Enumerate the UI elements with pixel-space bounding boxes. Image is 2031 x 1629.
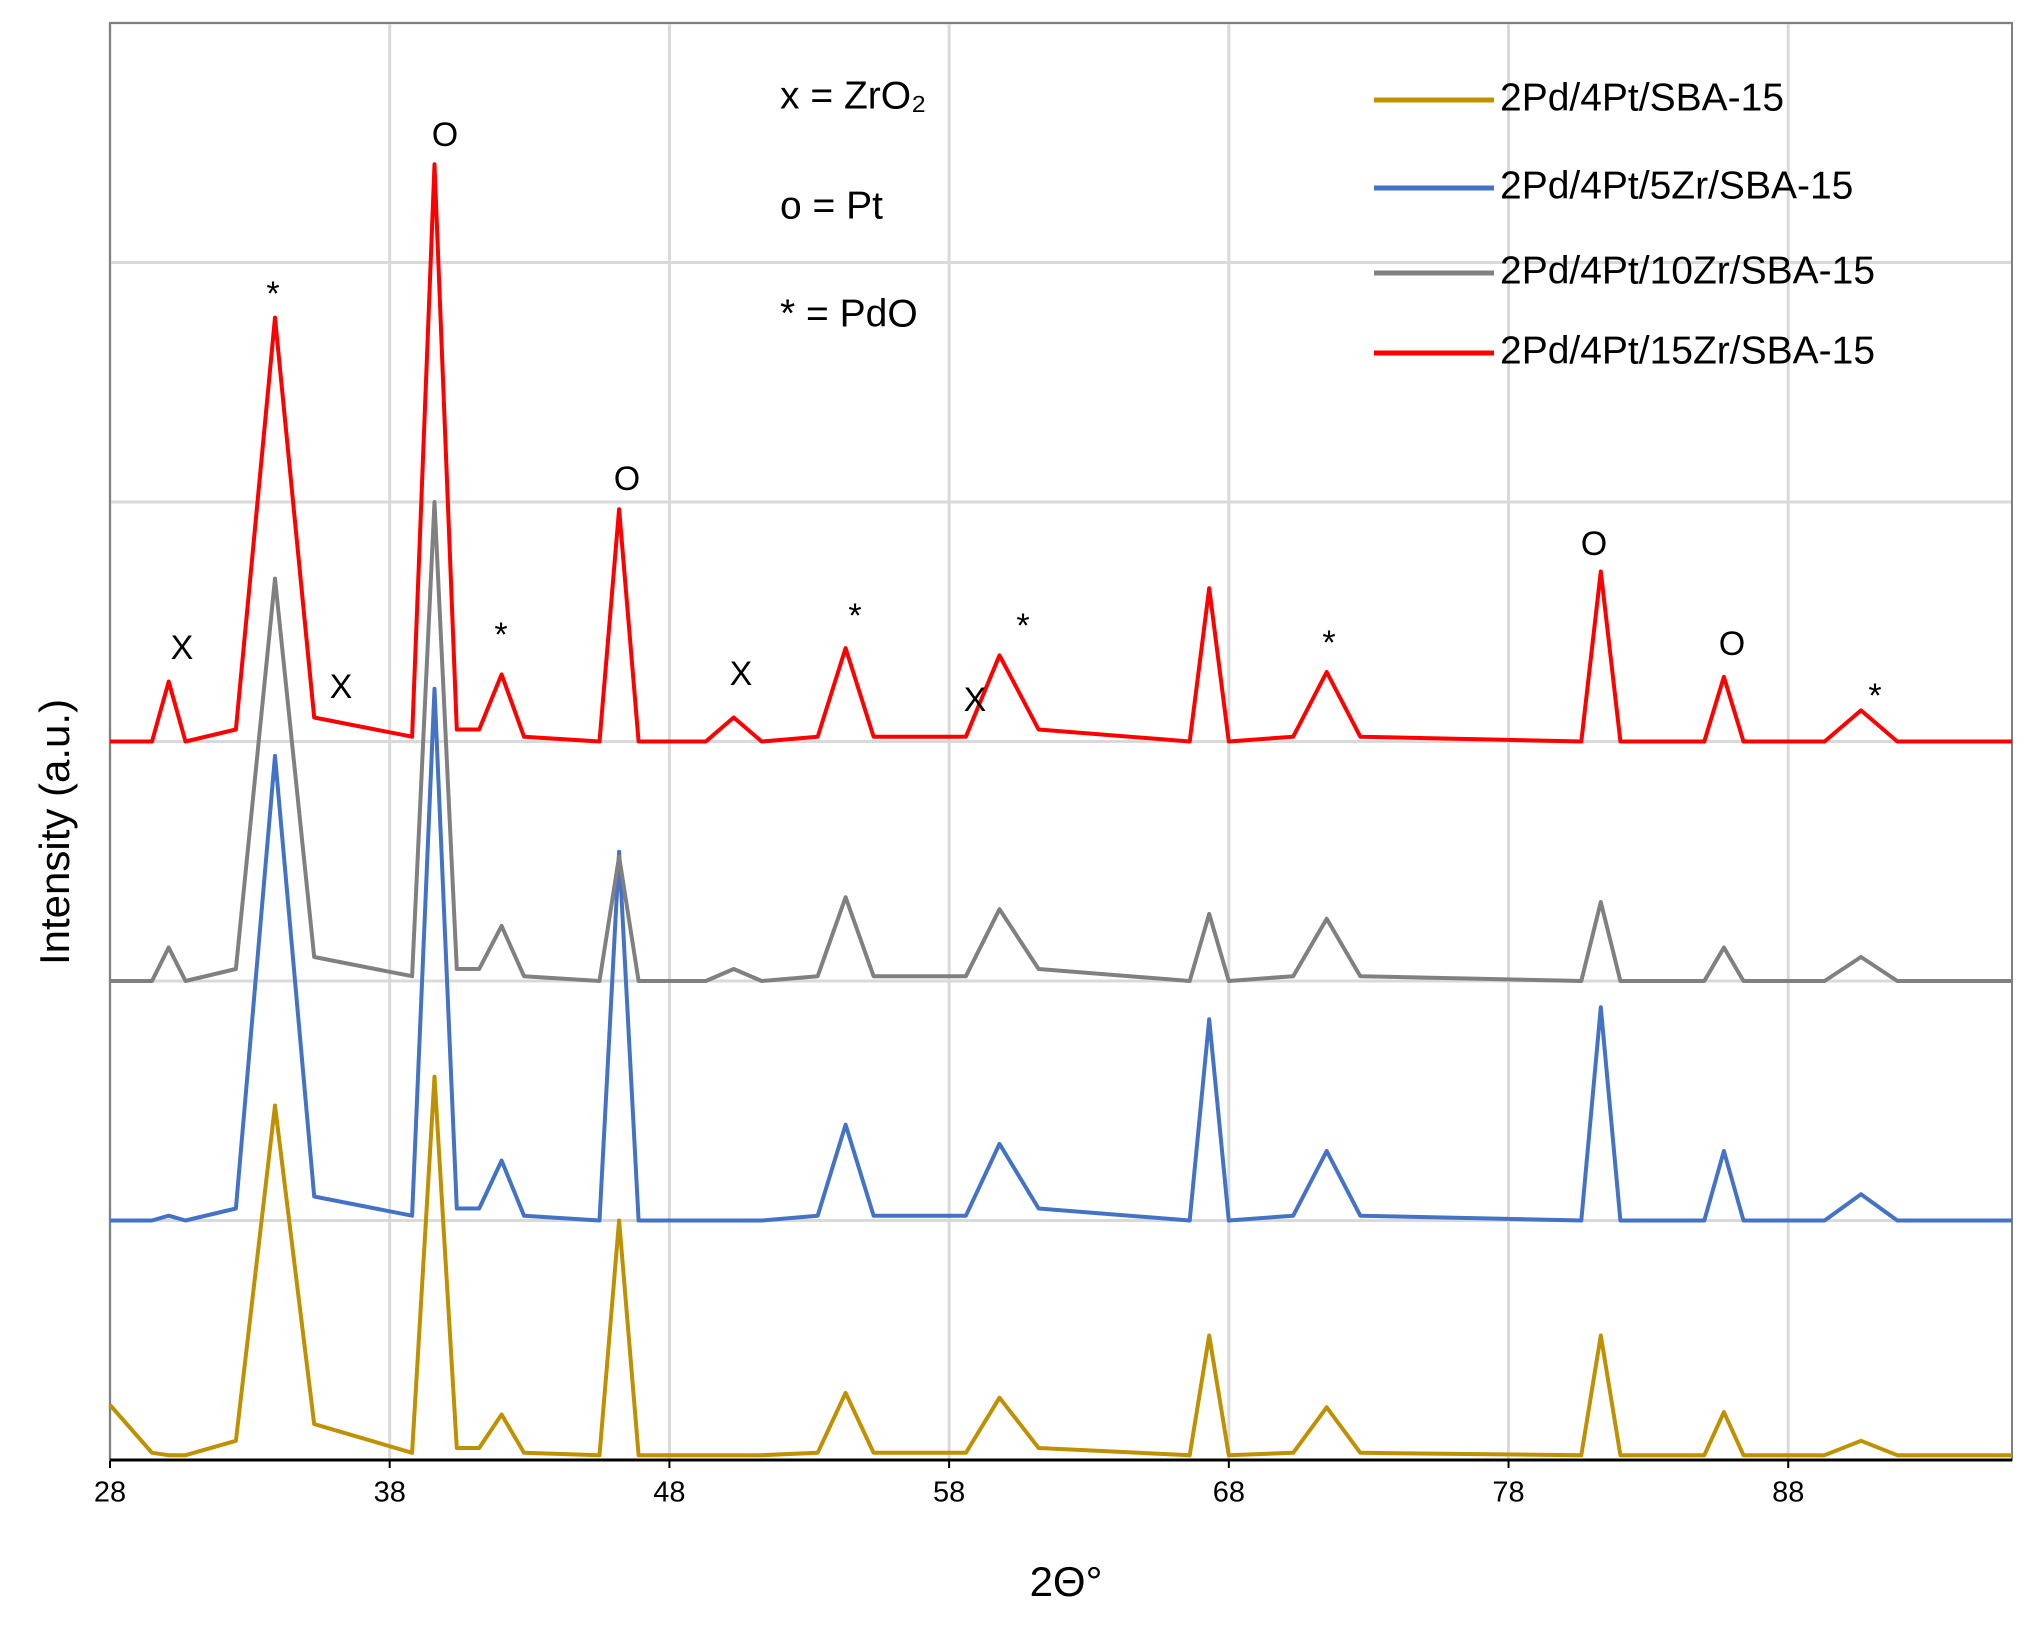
legend-label: 2Pd/4Pt/15Zr/SBA-15 <box>1500 329 1875 372</box>
x-axis-title: 2Θ° <box>1030 1558 1103 1605</box>
series-line <box>110 686 2012 1223</box>
legend-label: 2Pd/4Pt/SBA-15 <box>1500 76 1784 119</box>
peak-annotation: X <box>171 629 194 667</box>
peak-annotation: * <box>848 597 861 635</box>
x-tick-label: 28 <box>94 1477 126 1509</box>
key-text: x = ZrO₂ <box>780 74 926 117</box>
legend-label: 2Pd/4Pt/5Zr/SBA-15 <box>1500 164 1853 207</box>
peak-annotation: * <box>1322 624 1335 662</box>
x-tick-label: 38 <box>374 1477 406 1509</box>
key-text: o = Pt <box>780 184 883 227</box>
peak-annotation: X <box>964 681 987 719</box>
series-line <box>110 500 2012 983</box>
key-text: * = PdO <box>780 292 918 335</box>
peak-annotation: O <box>1581 525 1607 563</box>
peak-annotation: * <box>266 275 279 313</box>
peak-annotation: * <box>1016 607 1029 645</box>
series-line <box>110 162 2012 744</box>
peak-annotation: O <box>614 460 640 498</box>
peak-annotation: X <box>330 668 353 706</box>
x-tick-label: 48 <box>653 1477 685 1509</box>
x-tick-label: 78 <box>1492 1477 1524 1509</box>
legend-label: 2Pd/4Pt/10Zr/SBA-15 <box>1500 249 1875 292</box>
y-axis-title: Intensity (a.u.) <box>31 699 78 965</box>
x-tick-label: 58 <box>933 1477 965 1509</box>
x-tick-label: 68 <box>1213 1477 1245 1509</box>
peak-annotation: X <box>730 655 753 693</box>
x-tick-label: 88 <box>1772 1477 1804 1509</box>
series-line <box>108 1074 2012 1458</box>
peak-annotation: * <box>1868 677 1881 715</box>
peak-annotation: O <box>432 116 458 154</box>
peak-annotation: O <box>1719 625 1745 663</box>
peak-annotation: * <box>494 616 507 654</box>
